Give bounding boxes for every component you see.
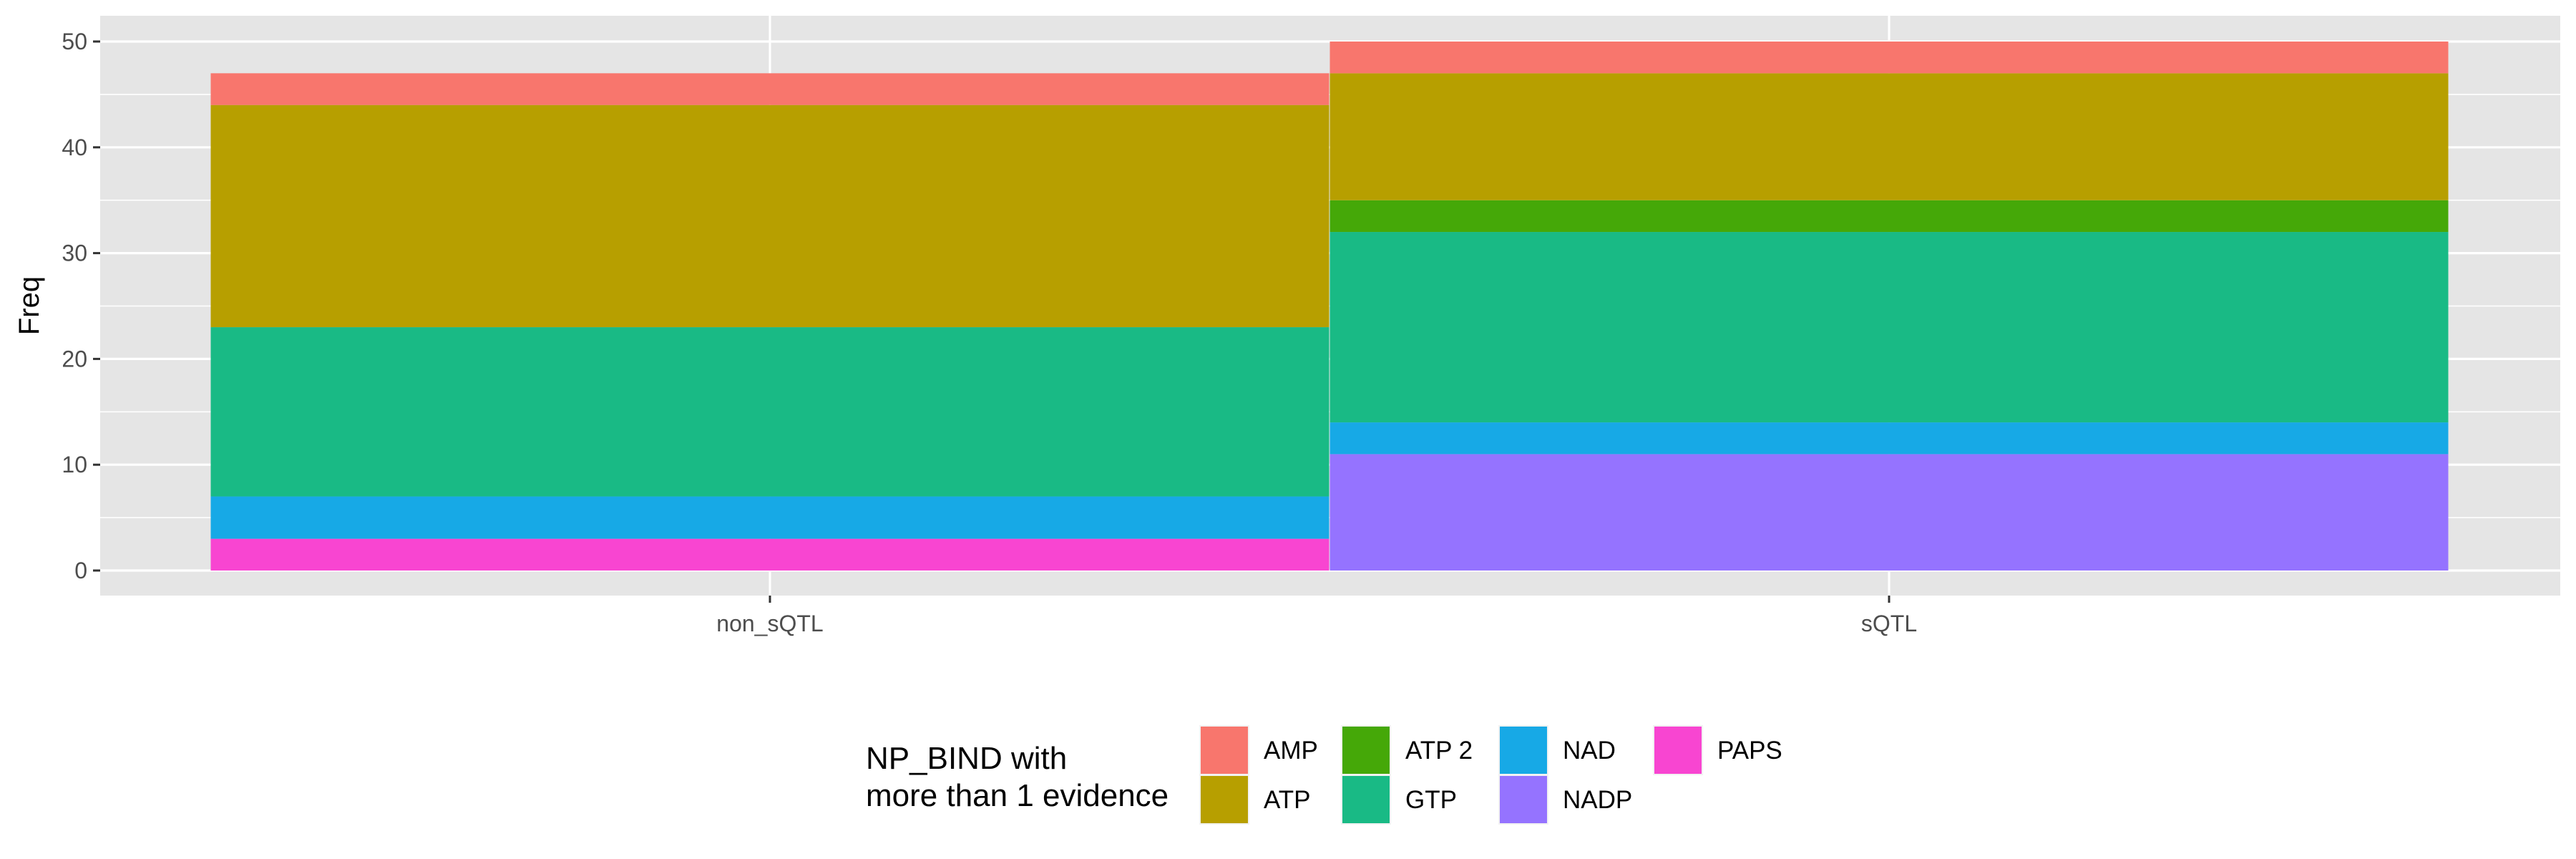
bar-segment-sqtl-atp-2 [1330,200,2449,233]
bar-segment-non_sqtl-nad [210,496,1330,539]
bar-segment-sqtl-nadp [1330,454,2449,571]
y-axis: 0 10 20 30 40 50 [62,29,100,583]
x-tick-label: non_sQTL [716,611,823,636]
legend-key-nad [1500,727,1547,774]
y-tick-label: 20 [62,346,87,372]
y-tick-label: 50 [62,29,87,54]
bar-segment-sqtl-gtp [1330,232,2449,423]
legend-label-nad: NAD [1563,737,1616,765]
legend-key-atp [1201,776,1248,823]
bar-segment-sqtl-amp [1330,42,2449,74]
y-tick-label: 30 [62,241,87,266]
bar-segment-non_sqtl-amp [210,73,1330,105]
legend-key-gtp [1342,776,1390,823]
legend-label-paps: PAPS [1717,737,1782,765]
legend-title: NP_BIND with [866,741,1067,776]
legend-key-paps [1654,727,1702,774]
bar-segment-non_sqtl-gtp [210,327,1330,497]
legend-key-amp [1201,727,1248,774]
bar-segment-non_sqtl-paps [210,538,1330,571]
y-tick-label: 40 [62,135,87,160]
bar-segment-sqtl-nad [1330,422,2449,455]
legend-key-nadp [1500,776,1547,823]
legend-title: more than 1 evidence [866,778,1169,813]
legend-label-atp-2: ATP 2 [1405,737,1473,765]
legend-label-nadp: NADP [1563,786,1632,814]
bar-segment-non_sqtl-atp [210,105,1330,328]
legend-key-atp-2 [1342,727,1390,774]
y-tick-label: 0 [74,558,87,583]
bar-segment-sqtl-atp [1330,73,2449,200]
legend-label-atp: ATP [1264,786,1310,814]
bars [210,42,2449,571]
y-tick-label: 10 [62,452,87,477]
x-axis: non_sQTL sQTL [716,596,1917,636]
legend-label-amp: AMP [1264,737,1318,765]
legend-label-gtp: GTP [1405,786,1457,814]
y-axis-title: Freq [14,276,45,335]
x-tick-label: sQTL [1861,611,1917,636]
